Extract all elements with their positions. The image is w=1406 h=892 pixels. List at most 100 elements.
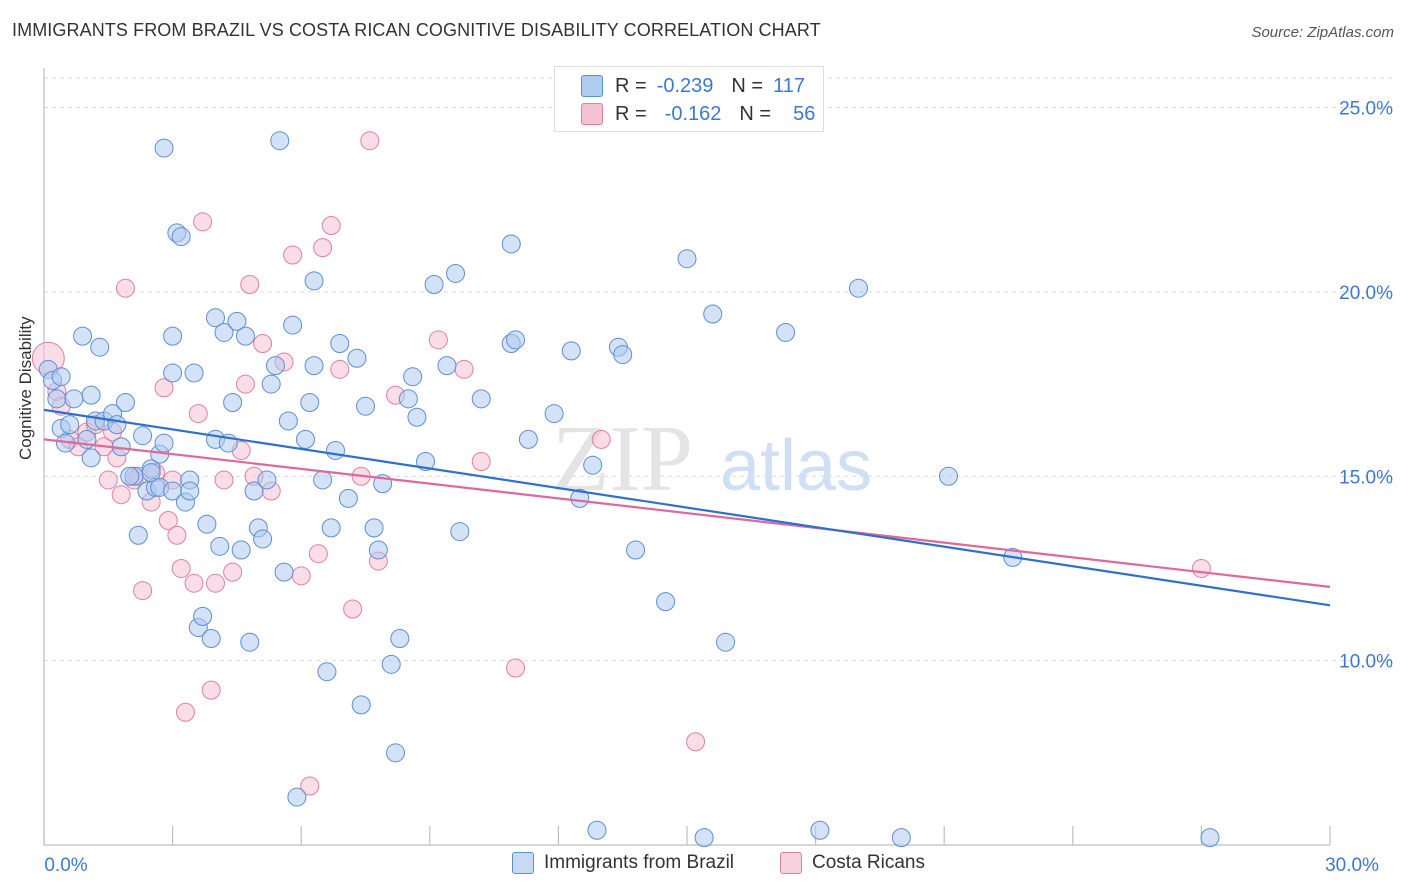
point-immigrants-from-brazil xyxy=(184,363,204,383)
point-immigrants-from-brazil xyxy=(716,632,736,652)
r-value: -0.162 xyxy=(664,102,722,125)
point-costa-ricans xyxy=(154,378,174,398)
point-costa-ricans xyxy=(171,558,191,578)
point-immigrants-from-brazil xyxy=(437,356,457,376)
point-immigrants-from-brazil xyxy=(90,337,110,357)
point-immigrants-from-brazil xyxy=(471,389,491,409)
point-immigrants-from-brazil xyxy=(848,278,868,298)
point-immigrants-from-brazil xyxy=(518,429,538,449)
point-immigrants-from-brazil xyxy=(304,356,324,376)
point-immigrants-from-brazil xyxy=(51,367,71,387)
point-immigrants-from-brazil xyxy=(265,356,285,376)
point-costa-ricans xyxy=(313,238,333,258)
n-value: 56 xyxy=(793,102,816,125)
point-immigrants-from-brazil xyxy=(128,525,148,545)
point-immigrants-from-brazil xyxy=(351,695,371,715)
point-immigrants-from-brazil xyxy=(506,330,526,350)
point-costa-ricans xyxy=(308,544,328,564)
tick-labels: 10.0% 15.0% 20.0% 25.0% 0.0% 30.0% xyxy=(44,99,1393,877)
swatch-blue xyxy=(512,852,534,874)
point-immigrants-from-brazil xyxy=(446,263,466,283)
point-immigrants-from-brazil xyxy=(163,363,183,383)
r-label: R = xyxy=(615,74,647,97)
n-label: N = xyxy=(731,74,764,97)
swatch-pink xyxy=(780,852,802,874)
point-immigrants-from-brazil xyxy=(244,481,264,501)
point-immigrants-from-brazil xyxy=(253,529,273,549)
r-label: R = xyxy=(615,102,647,125)
x-tick-label: 30.0% xyxy=(1325,855,1379,876)
point-immigrants-from-brazil xyxy=(115,393,135,412)
point-immigrants-from-brazil xyxy=(64,389,84,409)
point-immigrants-from-brazil xyxy=(283,315,303,335)
point-immigrants-from-brazil xyxy=(210,536,230,556)
point-costa-ricans xyxy=(291,566,311,586)
point-costa-ricans xyxy=(253,334,273,353)
trend-lines xyxy=(43,408,1331,607)
point-costa-ricans xyxy=(201,680,221,700)
point-costa-ricans xyxy=(98,470,118,490)
point-immigrants-from-brazil xyxy=(403,367,423,387)
point-immigrants-from-brazil xyxy=(205,308,225,328)
point-immigrants-from-brazil xyxy=(163,326,183,346)
point-costa-ricans xyxy=(240,275,260,294)
point-costa-ricans xyxy=(428,330,448,350)
point-costa-ricans xyxy=(223,562,243,582)
legend-label-brazil: Immigrants from Brazil xyxy=(544,852,735,873)
point-costa-ricans xyxy=(175,702,195,722)
point-immigrants-from-brazil xyxy=(330,334,350,353)
point-immigrants-from-brazil xyxy=(274,562,294,582)
point-costa-ricans xyxy=(686,732,706,752)
y-axis-label: Cognitive Disability xyxy=(16,316,35,460)
point-immigrants-from-brazil xyxy=(416,452,436,471)
point-immigrants-from-brazil xyxy=(810,820,830,840)
point-immigrants-from-brazil xyxy=(201,629,221,648)
point-immigrants-from-brazil xyxy=(287,787,307,807)
r-value: -0.239 xyxy=(656,74,714,97)
point-immigrants-from-brazil xyxy=(776,322,796,342)
stats-row-costa-rica: R = -0.162 N = 56 xyxy=(581,101,815,127)
point-immigrants-from-brazil xyxy=(613,345,633,365)
y-tick-label: 20.0% xyxy=(1339,283,1393,304)
point-immigrants-from-brazil xyxy=(381,654,401,674)
point-immigrants-from-brazil xyxy=(193,606,213,626)
point-immigrants-from-brazil xyxy=(364,518,384,538)
point-costa-ricans xyxy=(283,245,303,265)
point-immigrants-from-brazil xyxy=(197,514,217,534)
point-immigrants-from-brazil xyxy=(304,271,324,291)
point-immigrants-from-brazil xyxy=(583,455,603,475)
gridlines xyxy=(44,77,1395,662)
point-immigrants-from-brazil xyxy=(356,396,375,416)
point-immigrants-from-brazil xyxy=(570,488,590,508)
point-immigrants-from-brazil xyxy=(257,470,277,490)
point-immigrants-from-brazil xyxy=(677,249,697,269)
point-immigrants-from-brazil xyxy=(407,407,427,427)
point-immigrants-from-brazil xyxy=(300,393,320,412)
point-costa-ricans xyxy=(300,776,320,796)
point-costa-ricans xyxy=(471,452,491,471)
y-tick-label: 25.0% xyxy=(1339,99,1393,120)
point-immigrants-from-brazil xyxy=(1200,828,1220,848)
point-immigrants-from-brazil xyxy=(180,481,200,501)
point-costa-ricans xyxy=(205,573,225,593)
point-costa-ricans xyxy=(321,216,341,235)
point-costa-ricans xyxy=(133,581,153,601)
point-immigrants-from-brazil xyxy=(171,227,191,247)
point-immigrants-from-brazil xyxy=(424,275,444,294)
point-immigrants-from-brazil xyxy=(73,326,93,346)
point-immigrants-from-brazil xyxy=(261,374,281,394)
point-immigrants-from-brazil xyxy=(398,389,418,409)
point-immigrants-from-brazil xyxy=(278,411,298,431)
point-immigrants-from-brazil xyxy=(325,440,345,460)
point-costa-ricans xyxy=(115,278,135,298)
point-immigrants-from-brazil xyxy=(321,518,341,538)
point-costa-ricans xyxy=(506,658,526,678)
point-immigrants-from-brazil xyxy=(295,429,315,449)
point-immigrants-from-brazil xyxy=(120,466,140,486)
point-immigrants-from-brazil xyxy=(223,393,243,412)
watermark: ZIP atlas xyxy=(552,407,872,511)
point-costa-ricans xyxy=(158,511,178,530)
point-immigrants-from-brazil xyxy=(133,426,153,446)
watermark-atlas: atlas xyxy=(720,426,872,506)
